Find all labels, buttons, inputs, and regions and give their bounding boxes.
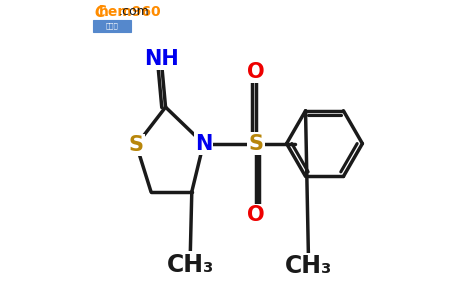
Text: S: S <box>129 135 144 155</box>
Text: C: C <box>94 5 105 20</box>
Text: hem960: hem960 <box>99 5 162 19</box>
FancyBboxPatch shape <box>93 20 130 32</box>
Text: S: S <box>248 134 264 154</box>
Text: CH₃: CH₃ <box>285 254 332 278</box>
Text: N: N <box>195 134 212 154</box>
Text: CH₃: CH₃ <box>167 253 214 277</box>
Text: O: O <box>247 62 265 82</box>
Text: 化工网: 化工网 <box>106 23 118 29</box>
Text: .com: .com <box>118 5 149 18</box>
Text: NH: NH <box>144 49 179 69</box>
Text: O: O <box>247 205 265 225</box>
